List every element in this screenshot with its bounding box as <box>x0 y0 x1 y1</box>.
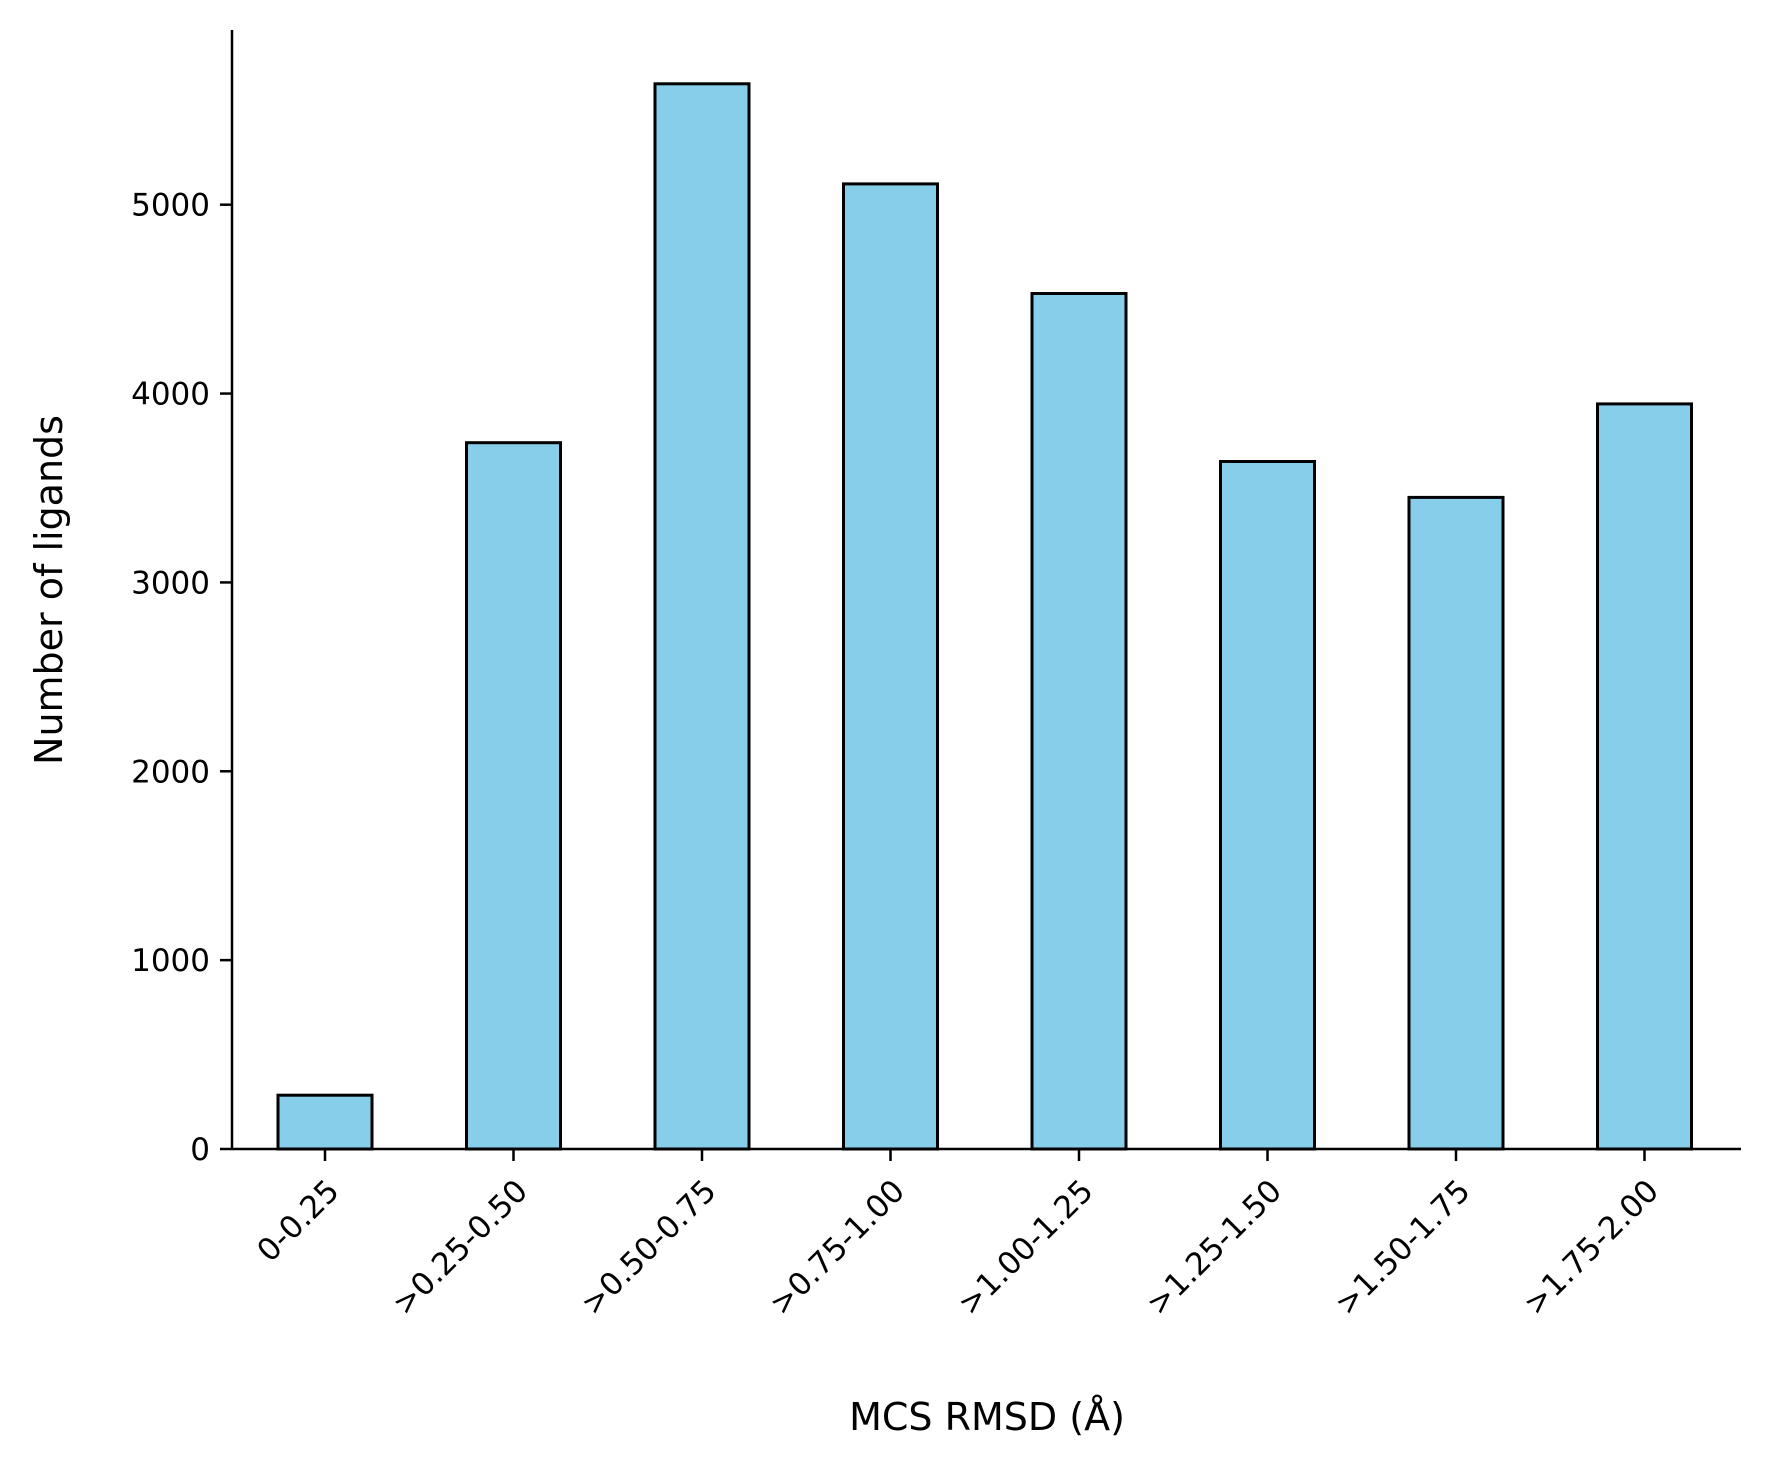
bars-layer <box>276 82 1693 1151</box>
bar-3 <box>842 182 939 1151</box>
bar-2 <box>653 82 751 1151</box>
y-axis-label: Number of ligands <box>27 415 71 765</box>
x-tick-label: >1.50-1.75 <box>1328 1173 1477 1322</box>
bar-0 <box>276 1093 374 1151</box>
x-tick-label: >0.50-0.75 <box>574 1173 723 1322</box>
y-tick-label: 2000 <box>131 754 210 790</box>
x-tick-label: 0-0.25 <box>250 1173 346 1269</box>
x-axis-label: MCS RMSD (Å) <box>849 1395 1125 1439</box>
x-axis-ticks: 0-0.25 >0.25-0.50 >0.50-0.75 >0.75-1.00 >1.0… <box>250 1149 1666 1322</box>
bar-4 <box>1030 292 1128 1151</box>
x-tick-label: >0.75-1.00 <box>763 1173 912 1322</box>
bar-1 <box>465 441 562 1151</box>
x-tick-label: >1.25-1.50 <box>1140 1173 1289 1322</box>
bar-6 <box>1407 495 1505 1151</box>
x-tick-label: >0.25-0.50 <box>386 1173 535 1322</box>
x-tick-label: >1.00-1.25 <box>951 1173 1100 1322</box>
y-tick-label: 1000 <box>131 943 210 979</box>
bar-7 <box>1596 402 1693 1151</box>
y-tick-label: 3000 <box>131 565 210 601</box>
bar-5 <box>1219 460 1316 1151</box>
x-tick-label: >1.75-2.00 <box>1517 1173 1666 1322</box>
y-axis-ticks: 0 1000 2000 3000 4000 5000 <box>131 188 232 1168</box>
y-tick-label: 5000 <box>131 188 210 224</box>
y-tick-label: 4000 <box>131 377 210 413</box>
y-tick-label: 0 <box>190 1132 210 1168</box>
